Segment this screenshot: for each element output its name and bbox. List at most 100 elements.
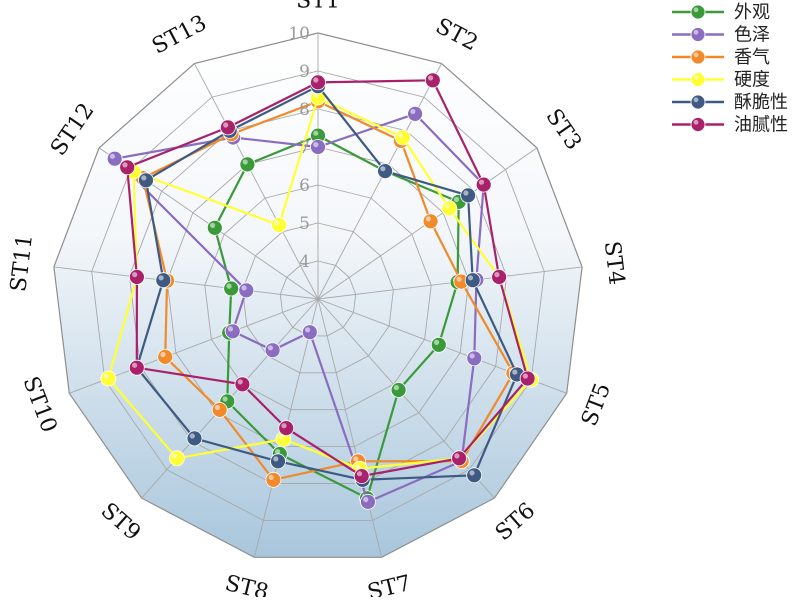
data-point xyxy=(157,348,174,365)
data-point-highlight xyxy=(132,272,138,278)
data-point xyxy=(155,272,172,289)
legend-item: 酥脆性 xyxy=(672,92,788,113)
data-point-highlight xyxy=(278,434,284,440)
series-line xyxy=(126,79,529,478)
legend-label: 外观 xyxy=(734,2,770,23)
data-point xyxy=(223,280,240,297)
data-point xyxy=(464,272,481,289)
r-tick-label: 9 xyxy=(299,62,310,82)
legend-marker xyxy=(690,49,706,65)
data-point xyxy=(451,450,468,467)
grid-spoke xyxy=(317,298,383,558)
data-point xyxy=(106,150,123,167)
data-point-highlight xyxy=(274,220,280,226)
data-point xyxy=(271,217,288,233)
data-point-highlight xyxy=(355,463,361,469)
series-layer xyxy=(100,72,540,510)
data-point-highlight xyxy=(222,396,228,402)
data-point xyxy=(441,200,458,217)
data-point-highlight xyxy=(160,351,166,358)
data-point xyxy=(430,336,447,353)
data-point-highlight xyxy=(275,449,281,455)
data-point xyxy=(377,163,394,180)
data-point xyxy=(278,420,295,437)
r-tick-label: 8 xyxy=(299,100,310,120)
data-point xyxy=(265,471,282,488)
grid-ring xyxy=(166,146,470,448)
data-point-highlight xyxy=(356,471,363,477)
data-point-highlight xyxy=(132,362,138,368)
data-point-highlight xyxy=(428,75,434,81)
series-4 xyxy=(100,89,540,477)
data-point-highlight xyxy=(522,373,529,379)
grid-spoke xyxy=(53,266,319,300)
r-tick-label: 7 xyxy=(299,138,310,158)
data-point xyxy=(264,342,281,359)
grid-ring xyxy=(279,260,357,337)
legend-marker-highlight xyxy=(693,119,699,125)
data-point-highlight xyxy=(353,456,359,462)
category-label: ST2 xyxy=(431,14,481,56)
category-label: ST6 xyxy=(491,498,540,546)
category-label: ST8 xyxy=(222,571,270,597)
legend-label: 硬度 xyxy=(734,70,770,91)
radar-grid xyxy=(53,32,583,558)
data-point-highlight xyxy=(469,470,475,476)
data-point xyxy=(186,430,203,447)
category-label: ST5 xyxy=(577,380,616,430)
data-point xyxy=(100,370,117,387)
category-label: ST3 xyxy=(540,105,585,155)
data-point-highlight xyxy=(210,222,216,228)
data-point-highlight xyxy=(456,276,462,282)
data-point xyxy=(168,450,185,467)
data-point xyxy=(239,156,256,173)
legend-item: 色泽 xyxy=(672,25,770,46)
legend-label: 色泽 xyxy=(734,25,770,46)
data-point-highlight xyxy=(313,142,319,148)
grid-ring xyxy=(204,184,432,411)
r-tick-label: 10 xyxy=(288,24,310,44)
data-point xyxy=(270,453,286,470)
data-point-highlight xyxy=(158,275,164,281)
category-label: ST10 xyxy=(17,373,61,436)
legend-marker-highlight xyxy=(693,97,699,103)
data-point-highlight xyxy=(109,153,116,159)
data-point-highlight xyxy=(393,385,399,391)
data-point-highlight xyxy=(268,474,274,480)
grid-ring xyxy=(242,222,394,374)
data-point-highlight xyxy=(189,433,195,439)
data-point-highlight xyxy=(227,326,234,332)
data-point xyxy=(234,376,251,393)
legend-item: 外观 xyxy=(672,2,770,23)
data-point xyxy=(301,324,318,341)
data-point xyxy=(491,269,508,285)
data-point xyxy=(119,159,136,176)
data-point-highlight xyxy=(478,179,485,185)
data-point-highlight xyxy=(103,373,109,379)
data-point-highlight xyxy=(434,339,440,345)
data-point xyxy=(238,282,255,299)
legend-label: 油腻性 xyxy=(734,115,788,136)
legend-item: 香气 xyxy=(672,47,770,68)
data-point-highlight xyxy=(398,132,404,138)
legend-marker xyxy=(690,117,706,132)
data-point xyxy=(310,74,326,91)
legend-label: 酥脆性 xyxy=(734,92,788,113)
data-point-highlight xyxy=(214,404,221,411)
data-point xyxy=(519,370,536,387)
data-point-highlight xyxy=(363,496,369,503)
data-point xyxy=(407,106,424,122)
data-point-highlight xyxy=(313,130,319,136)
data-point xyxy=(466,350,483,367)
legend-marker-highlight xyxy=(693,74,699,80)
data-point-highlight xyxy=(313,77,319,83)
data-point-highlight xyxy=(267,345,273,351)
category-label: ST11 xyxy=(6,233,38,293)
data-point xyxy=(360,493,376,510)
series-line xyxy=(213,134,460,500)
data-point xyxy=(219,119,236,136)
data-point-highlight xyxy=(469,353,475,359)
data-point-highlight xyxy=(467,275,474,281)
